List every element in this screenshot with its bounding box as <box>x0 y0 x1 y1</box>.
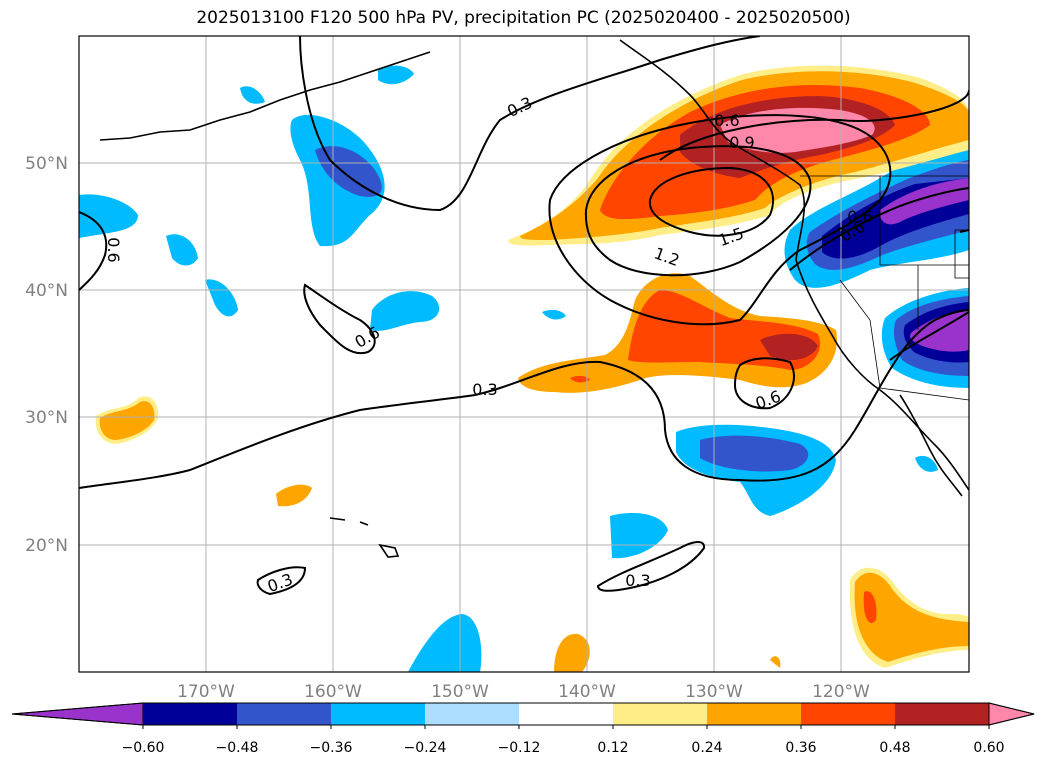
contour-label: 0.6 <box>847 207 872 226</box>
colorbar-tick-label: −0.12 <box>498 740 541 756</box>
colorbar-segment <box>331 703 426 725</box>
gridlines <box>79 36 969 672</box>
colorbar-extend-high <box>988 702 1035 726</box>
colorbar-tick-label: 0.36 <box>785 740 816 756</box>
colorbar-segment <box>519 703 614 725</box>
lat-label-30n: 30°N <box>25 408 68 428</box>
colorbar-segment <box>143 703 238 725</box>
colorbar-segment <box>425 703 520 725</box>
colorbar-tick-label: −0.36 <box>310 740 353 756</box>
latitude-labels: 50°N 40°N 30°N 20°N <box>25 154 68 556</box>
colorbar-tick-label: −0.48 <box>216 740 259 756</box>
pv-contours <box>79 36 969 596</box>
lon-label-120w: 120°W <box>812 682 870 702</box>
colorbar-segment <box>237 703 332 725</box>
longitude-labels: 170°W 160°W 150°W 140°W 130°W 120°W <box>177 682 870 702</box>
state-borders <box>800 175 969 401</box>
colorbar-tick-label: 0.12 <box>597 740 628 756</box>
lon-label-140w: 140°W <box>558 682 616 702</box>
lon-label-150w: 150°W <box>431 682 489 702</box>
lat-label-50n: 50°N <box>25 154 68 174</box>
colorbar-tick-label: 0.24 <box>691 740 722 756</box>
colorbar-segment <box>895 703 990 725</box>
colorbar-segment <box>613 703 708 725</box>
lon-label-160w: 160°W <box>304 682 362 702</box>
contour-label: 0.6 <box>104 237 123 262</box>
colorbar-tick-label: 0.48 <box>879 740 910 756</box>
negative-precip-regions <box>79 65 969 672</box>
map-frame <box>78 35 970 673</box>
colorbar-extend-low <box>11 702 144 726</box>
contour-labels: 0.30.60.60.31.21.50.60.60.3 0.30.60.90.6 <box>104 93 873 596</box>
lon-label-170w: 170°W <box>177 682 235 702</box>
colorbar-tick-label: −0.60 <box>122 740 165 756</box>
colorbar <box>11 702 1035 726</box>
contour-label: 0.6 <box>714 111 739 130</box>
colorbar-segment <box>801 703 896 725</box>
colorbar-segment <box>707 703 802 725</box>
lon-label-130w: 130°W <box>685 682 743 702</box>
colorbar-tick-label: 0.60 <box>973 740 1004 756</box>
lat-label-40n: 40°N <box>25 281 68 301</box>
colorbar-tick-label: −0.24 <box>404 740 447 756</box>
contour-label: 0.3 <box>625 571 650 590</box>
colorbar-ticks: −0.60 −0.48 −0.36 −0.24 −0.12 0.12 0.24 0.36 0.4… <box>122 725 1005 756</box>
map-title: 2025013100 F120 500 hPa PV, precipitatio… <box>196 8 851 28</box>
coastlines <box>99 39 969 558</box>
lat-label-20n: 20°N <box>25 536 68 556</box>
map-content <box>79 36 969 672</box>
contour-label: 0.3 <box>472 380 497 399</box>
contour-label: 0.9 <box>729 133 754 152</box>
